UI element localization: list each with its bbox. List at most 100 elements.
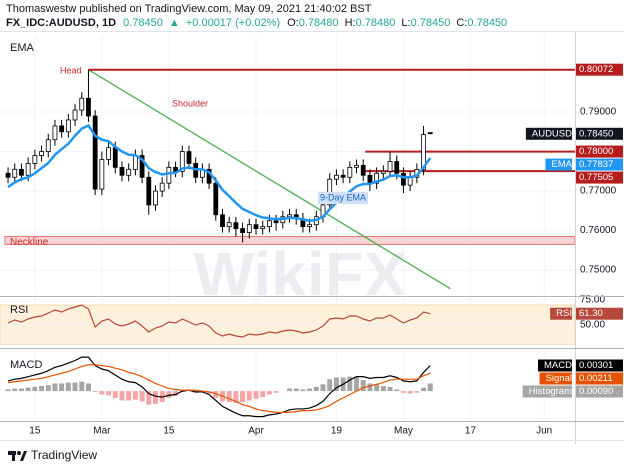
price-label-box (576, 63, 623, 76)
price-label: 61.30 (579, 308, 603, 319)
candle-body (260, 226, 266, 230)
ema-line (7, 123, 432, 222)
pane (0, 299, 575, 345)
histogram-bar (313, 386, 319, 392)
change-arrow: ▲ (169, 17, 180, 29)
histogram-bar (5, 389, 11, 392)
ohlc-value: 0.78450 (467, 17, 507, 29)
histogram-bar (273, 391, 279, 393)
ohlc-value: 0.78450 (411, 17, 451, 29)
candle-body (401, 172, 406, 186)
candle-body (246, 224, 252, 233)
candle-body (347, 166, 353, 178)
candle-body (166, 166, 172, 184)
ohlc-key: C: (456, 17, 467, 29)
histogram-bar (287, 388, 293, 392)
candle-body (92, 115, 98, 190)
footer-divider (0, 440, 624, 441)
histogram-bar (266, 391, 272, 395)
symbol: FX_IDC:AUDUSD, 1D (6, 17, 116, 29)
candle-body (132, 155, 138, 170)
histogram-bar (400, 391, 406, 393)
candle-body (59, 125, 65, 133)
symbol-line: FX_IDC:AUDUSD, 1D 0.78450 ▲ +0.00017 (+0… (6, 17, 507, 29)
price-label-box (576, 158, 623, 171)
x-tick-label: Apr (248, 426, 264, 437)
series-name-box (538, 359, 572, 372)
series-line (7, 356, 431, 418)
histogram-bar (414, 391, 420, 393)
histogram-bar (72, 382, 78, 392)
histogram-bar (260, 391, 266, 398)
neckline-band (4, 236, 575, 245)
y-tick-label: 0.79000 (580, 107, 617, 118)
candle-body (360, 164, 366, 176)
logo-shape (17, 451, 21, 455)
candle-body (267, 220, 272, 228)
candle-body (240, 228, 245, 233)
candle-body (233, 222, 239, 230)
annotation: Head (60, 65, 82, 75)
pane-divider (0, 348, 624, 349)
annotation: Shoulder (172, 98, 208, 108)
header-divider (0, 31, 624, 32)
price-label-box (576, 171, 623, 184)
x-tick-label: 17 (465, 426, 477, 437)
histogram-bar (112, 391, 118, 398)
plot-layer: 15 Mar 15 Apr 19 May 17 Jun WikiFX Neckline Head Sh… (0, 35, 623, 437)
price-label: 0.78450 (579, 128, 613, 139)
price-label: 0.80072 (579, 64, 613, 75)
histogram-bar (307, 388, 313, 392)
price-label: 0.77505 (579, 172, 613, 183)
histogram-bar (45, 385, 51, 392)
x-tick-label: Jun (536, 426, 552, 437)
candle-body (159, 182, 165, 192)
candle-body (394, 161, 400, 174)
price-label: 0.78000 (579, 146, 613, 157)
candle-body (273, 220, 279, 224)
histogram-bar (213, 391, 219, 398)
candle-body (12, 168, 18, 178)
publisher-line: Thomaswestw published on TradingView.com… (6, 3, 372, 15)
histogram-bar (59, 383, 65, 392)
candle-body (287, 214, 292, 218)
histogram-bar (119, 391, 125, 401)
change: +0.00017 (+0.02%) (186, 17, 280, 29)
candle-body (106, 147, 111, 160)
x-tick-label: 19 (331, 426, 343, 437)
x-tick-label: 15 (163, 426, 175, 437)
candle-body (139, 155, 145, 178)
histogram-bar (166, 391, 172, 398)
price-axis-border (575, 32, 576, 444)
price-label: 0.77837 (579, 159, 613, 170)
histogram-bar (126, 391, 132, 401)
histogram-bar (92, 391, 98, 392)
ohlc-key: L: (401, 17, 410, 29)
price-label-box (576, 359, 623, 372)
candle-body (86, 97, 91, 117)
price-label-box (576, 385, 623, 398)
candle-body (65, 119, 71, 133)
candle-body (5, 172, 11, 178)
candle-body (186, 151, 192, 164)
candle-body (354, 164, 359, 168)
candle-body (367, 174, 373, 184)
pane-divider (0, 421, 624, 422)
histogram-bar (99, 391, 105, 395)
y-tick-label: 0.77000 (580, 186, 617, 197)
histogram-bar (106, 391, 112, 396)
series-name-label: AUDUSD (532, 128, 572, 139)
histogram-bar (320, 384, 326, 392)
candle-body (340, 174, 346, 178)
price: 0.78450 (123, 17, 163, 29)
candle-body (380, 170, 386, 174)
histogram-bar (52, 383, 58, 392)
series-name-label: RSI (556, 308, 572, 319)
brand: TradingView (31, 448, 97, 462)
price-label-box (576, 145, 623, 158)
logo-shape (12, 451, 15, 461)
histogram-bar (421, 387, 427, 392)
candle-body (79, 97, 85, 111)
candle-body (32, 155, 38, 164)
